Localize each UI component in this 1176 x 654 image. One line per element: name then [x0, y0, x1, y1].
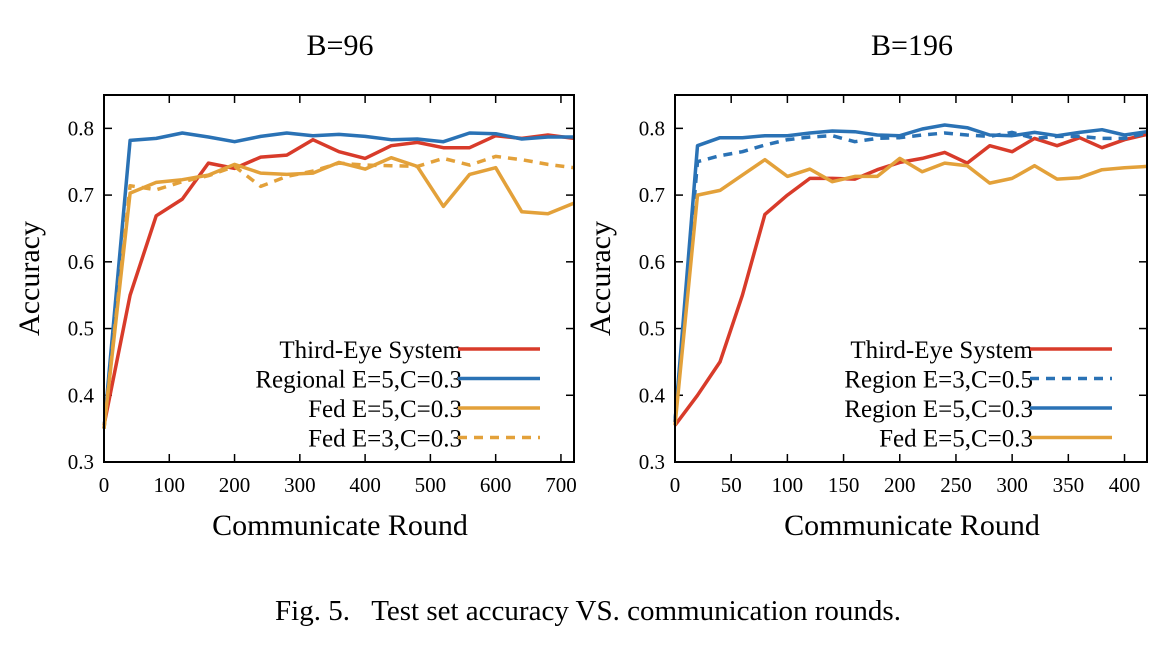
- y-tick-label: 0.5: [68, 317, 94, 341]
- y-tick-label: 0.3: [68, 450, 94, 474]
- y-tick-label: 0.8: [68, 116, 94, 140]
- x-tick-label: 350: [1053, 473, 1085, 497]
- x-axis-label: Communicate Round: [784, 509, 1040, 542]
- legend-label: Region E=5,C=0.3: [844, 396, 1033, 423]
- y-tick-label: 0.5: [639, 317, 665, 341]
- chart-title: B=96: [307, 29, 374, 62]
- chart-title: B=196: [871, 29, 953, 62]
- x-tick-label: 100: [154, 473, 186, 497]
- plot-frame: [674, 94, 1148, 463]
- legend-label: Fed E=3,C=0.3: [308, 426, 462, 453]
- x-tick-label: 700: [545, 473, 577, 497]
- y-axis-label: Accuracy: [13, 221, 46, 336]
- plot-frame: [103, 94, 575, 463]
- series-line: [673, 132, 1148, 427]
- legend-label: Third-Eye System: [279, 337, 462, 364]
- legend-label: Regional E=5,C=0.3: [255, 367, 462, 394]
- series-line: [102, 154, 575, 429]
- x-tick-label: 300: [284, 473, 316, 497]
- y-tick-label: 0.4: [68, 383, 95, 407]
- x-tick-label: 50: [721, 473, 742, 497]
- series-line: [673, 123, 1148, 423]
- legend-label: Fed E=5,C=0.3: [308, 396, 462, 423]
- y-axis-label: Accuracy: [584, 221, 617, 336]
- x-tick-label: 500: [415, 473, 447, 497]
- x-tick-label: 600: [480, 473, 512, 497]
- series-line: [102, 133, 575, 426]
- y-tick-label: 0.6: [68, 250, 94, 274]
- y-tick-label: 0.6: [639, 250, 665, 274]
- y-tick-label: 0.4: [639, 383, 666, 407]
- x-axis-label: Communicate Round: [212, 509, 468, 542]
- x-tick-label: 0: [670, 473, 681, 497]
- chart-b196: B=196 0 50 100 150 200 250 300 350 400 0.3 0.4 0.5 0.…: [584, 29, 1148, 542]
- x-tick-label: 0: [99, 473, 110, 497]
- x-tick-label: 200: [219, 473, 251, 497]
- x-tick-label: 200: [884, 473, 916, 497]
- figure-caption: Fig. 5. Test set accuracy VS. communicat…: [275, 595, 901, 627]
- x-tick-label: 400: [1109, 473, 1141, 497]
- x-tick-label: 100: [772, 473, 804, 497]
- series-line: [673, 156, 1148, 426]
- y-tick-label: 0.3: [639, 450, 665, 474]
- y-tick-label: 0.8: [639, 116, 665, 140]
- x-tick-label: 250: [940, 473, 972, 497]
- legend-label: Third-Eye System: [850, 337, 1033, 364]
- series-line: [102, 131, 574, 429]
- chart-b96: B=96 0 100 200 300 400 500 600 700 0.3 0.4 0.5 0.6 0.…: [13, 29, 577, 542]
- legend-label: Fed E=5,C=0.3: [879, 426, 1033, 453]
- x-tick-label: 300: [996, 473, 1028, 497]
- x-tick-label: 150: [828, 473, 860, 497]
- y-tick-label: 0.7: [68, 183, 94, 207]
- x-tick-label: 400: [349, 473, 381, 497]
- y-tick-label: 0.7: [639, 183, 665, 207]
- legend-label: Region E=3,C=0.5: [844, 367, 1033, 394]
